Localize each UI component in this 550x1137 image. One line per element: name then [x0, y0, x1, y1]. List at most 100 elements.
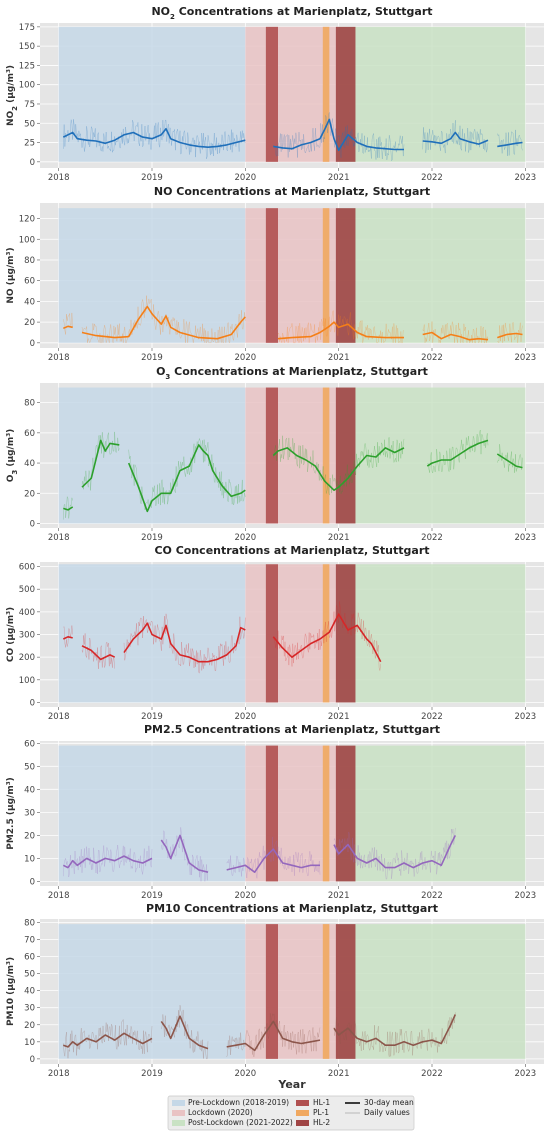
period-band-pre — [58, 387, 246, 524]
y-tick-label: 10 — [24, 854, 35, 864]
x-tick-label: 2020 — [235, 173, 257, 183]
legend-swatch-pl1 — [296, 1110, 309, 1116]
y-tick-label: 150 — [19, 42, 35, 52]
y-tick-label: 20 — [24, 1021, 35, 1031]
x-tick-label: 2023 — [515, 173, 537, 183]
ylabel-main: NO (µg/m³) — [6, 247, 16, 303]
chart-title: CO Concentrations at Marienplatz, Stuttg… — [154, 544, 429, 557]
y-tick-label: 175 — [19, 23, 35, 33]
x-tick-label: 2022 — [421, 891, 443, 901]
y-tick-label: 20 — [24, 318, 35, 328]
period-band-post — [338, 26, 526, 162]
legend-swatch-pre — [172, 1100, 185, 1106]
period-band-pre — [58, 26, 246, 162]
legend-swatch-lockdown — [172, 1110, 185, 1116]
y-tick-label: 0 — [30, 1055, 35, 1065]
daily-values-line — [63, 625, 73, 648]
title-main: CO Concentrations at Marienplatz, Stuttg… — [154, 544, 429, 557]
x-tick-label: 2021 — [328, 353, 350, 363]
phase-band-hl-2 — [335, 26, 356, 162]
daily-values-line — [422, 120, 489, 154]
chart-panel-2: NO Concentrations at Marienplatz, Stuttg… — [6, 185, 544, 363]
daily-values-line — [63, 312, 73, 335]
legend-label: HL-2 — [313, 1118, 330, 1127]
period-band-pre — [58, 208, 246, 343]
legend-swatch-post — [172, 1120, 185, 1126]
x-tick-label: 2023 — [515, 1069, 537, 1079]
x-tick-label: 2018 — [48, 173, 70, 183]
y-tick-label: 120 — [19, 215, 35, 225]
y-tick-label: 300 — [19, 631, 35, 641]
legend-swatch-hl1 — [296, 1100, 309, 1106]
chart-panel-1: NO2 Concentrations at Marienplatz, Stutt… — [6, 5, 544, 183]
y-axis-label: PM2.5 (µg/m³) — [6, 777, 16, 850]
chart-title: NO Concentrations at Marienplatz, Stuttg… — [154, 185, 430, 198]
mean-line-segment — [497, 141, 523, 148]
mean-line-segment — [496, 453, 523, 469]
phase-band-pl-1 — [322, 208, 330, 343]
x-tick-label: 2021 — [328, 533, 350, 543]
y-tick-label: 125 — [19, 61, 35, 71]
mean-line-segment — [277, 321, 404, 340]
x-tick-label: 2019 — [141, 712, 163, 722]
daily-values-line — [333, 1012, 456, 1057]
mean-line-segment — [62, 855, 153, 869]
x-tick-label: 2022 — [421, 1069, 443, 1079]
y-tick-label: 40 — [24, 987, 35, 997]
x-tick-label: 2018 — [48, 353, 70, 363]
y-tick-label: 40 — [24, 459, 35, 469]
daily-values-line — [277, 310, 405, 344]
y-tick-label: 50 — [24, 762, 35, 772]
y-tick-label: 500 — [19, 585, 35, 595]
y-tick-label: 100 — [19, 81, 35, 91]
chart-panel-4: CO Concentrations at Marienplatz, Stuttg… — [6, 544, 544, 722]
daily-values-line — [226, 836, 321, 879]
daily-values-line — [497, 129, 523, 156]
x-tick-label: 2019 — [141, 353, 163, 363]
y-axis-label: O3 (µg/m³) — [6, 429, 19, 483]
x-tick-label: 2021 — [328, 1069, 350, 1079]
daily-values-line — [273, 112, 405, 162]
legend-label: PL-1 — [313, 1108, 329, 1117]
mean-line-segment — [127, 444, 246, 513]
daily-values-line — [497, 444, 523, 473]
mean-line-segment — [422, 131, 489, 145]
y-tick-label: 60 — [24, 739, 35, 749]
x-tick-label: 2023 — [515, 533, 537, 543]
y-tick-label: 25 — [24, 139, 35, 149]
daily-values-line — [333, 827, 456, 880]
y-tick-label: 60 — [24, 429, 35, 439]
phase-band-pl-1 — [322, 924, 330, 1059]
y-tick-label: 50 — [24, 119, 35, 129]
mean-line-segment — [226, 848, 320, 873]
x-tick-label: 2022 — [421, 533, 443, 543]
y-tick-label: 70 — [24, 935, 35, 945]
daily-values-line — [63, 119, 246, 159]
y-tick-label: 40 — [24, 297, 35, 307]
mean-line-segment — [81, 439, 120, 488]
y-tick-label: 40 — [24, 785, 35, 795]
title-main: PM2.5 Concentrations at Marienplatz, Stu… — [144, 723, 440, 736]
phase-band-pl-1 — [322, 745, 330, 882]
chart-title: PM2.5 Concentrations at Marienplatz, Stu… — [144, 723, 440, 736]
legend-swatch-hl2 — [296, 1120, 309, 1126]
ylabel-rest: (µg/m³) — [6, 429, 16, 470]
y-tick-label: 80 — [24, 399, 35, 409]
x-tick-label: 2023 — [515, 353, 537, 363]
y-tick-label: 0 — [30, 877, 35, 887]
mean-line-segment — [426, 439, 489, 467]
daily-values-line — [422, 321, 489, 344]
period-band-post — [338, 745, 526, 882]
chart-title: PM10 Concentrations at Marienplatz, Stut… — [146, 902, 438, 915]
legend: Pre-Lockdown (2018-2019)Lockdown (2020)P… — [167, 1095, 415, 1131]
legend-label: Pre-Lockdown (2018-2019) — [188, 1098, 289, 1107]
phase-band-hl-2 — [335, 387, 356, 524]
x-axis-label: Year — [277, 1078, 306, 1091]
mean-line-segment — [62, 636, 73, 640]
ylabel-subscript: 2 — [11, 106, 19, 111]
y-axis-label: CO (µg/m³) — [6, 607, 16, 662]
title-rest: Concentrations at Marienplatz, Stuttgart — [170, 365, 428, 378]
legend-label: Daily values — [364, 1108, 410, 1117]
y-tick-label: 20 — [24, 489, 35, 499]
